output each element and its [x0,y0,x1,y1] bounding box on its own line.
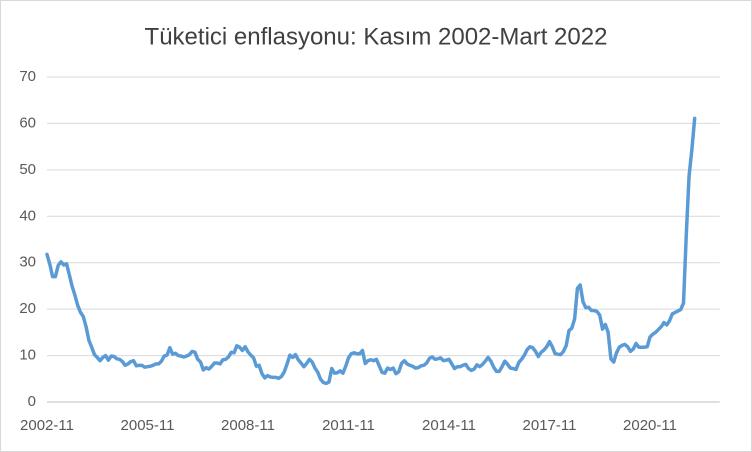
y-tick-label: 30 [19,254,36,271]
chart-title: Tüketici enflasyonu: Kasım 2002-Mart 202… [145,23,608,50]
y-tick-label: 20 [19,300,36,317]
y-tick-label: 10 [19,347,36,364]
x-tick-label: 2005-11 [121,417,175,434]
x-tick-label: 2008-11 [221,417,275,434]
y-tick-label: 50 [19,161,36,178]
data-line [45,116,697,386]
y-tick-label: 60 [19,114,36,131]
x-tick-label: 2011-11 [322,417,375,434]
y-tick-label: 40 [19,207,36,224]
x-tick-label: 2002-11 [20,417,74,434]
x-tick-label: 2020-11 [623,417,677,434]
y-tick-label: 70 [19,68,36,85]
x-tick-label: 2017-11 [523,417,577,434]
y-tick-label: 0 [28,393,36,410]
x-tick-label: 2014-11 [422,417,476,434]
